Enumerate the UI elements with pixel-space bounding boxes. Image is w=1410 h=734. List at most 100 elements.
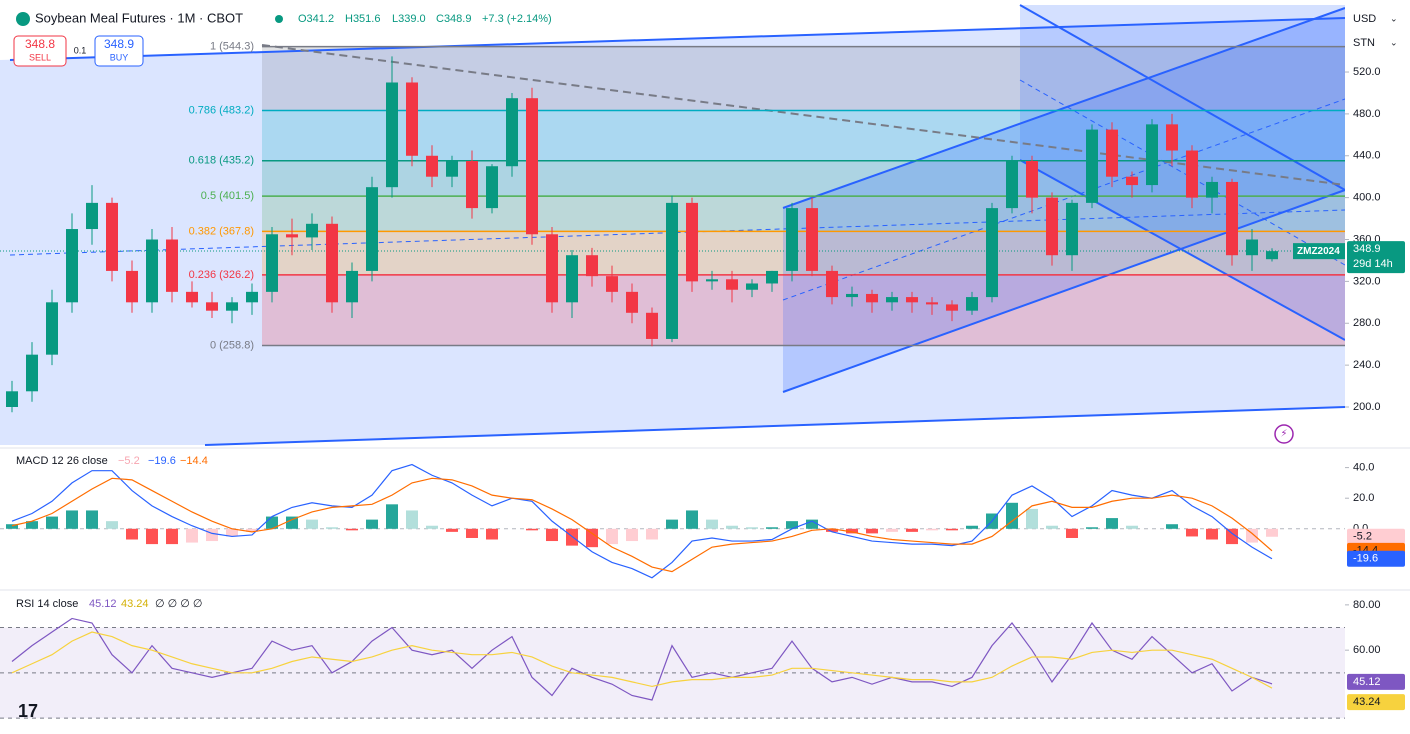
- alert-icon[interactable]: ⚡: [1280, 429, 1287, 440]
- y-tick-label: 320.0: [1353, 275, 1381, 287]
- fib-label: 0.5 (401.5): [201, 190, 254, 202]
- fib-label: 0.786 (483.2): [189, 104, 254, 116]
- buy-button[interactable]: [94, 35, 144, 67]
- candle-body: [686, 202, 698, 282]
- histogram-bar: [1266, 528, 1278, 537]
- histogram-bar: [1226, 528, 1238, 545]
- candle-body: [6, 391, 18, 408]
- histogram-bar: [586, 528, 598, 548]
- histogram-bar: [166, 528, 178, 545]
- histogram-bar: [566, 528, 578, 546]
- last-price: 348.9: [1353, 243, 1381, 255]
- fib-levels: 1 (544.3) 0.786 (483.2) 0.618 (435.2) 0.5 (…: [189, 40, 1345, 351]
- histogram-bar: [1246, 528, 1258, 543]
- candle-body: [986, 208, 998, 298]
- histogram-bar: [446, 528, 458, 532]
- drawings: [0, 4, 1346, 446]
- candle-body: [1026, 160, 1038, 198]
- histogram-bar: [626, 528, 638, 542]
- candle-body: [806, 208, 818, 271]
- sell-button[interactable]: [13, 35, 67, 67]
- histogram-bar: [726, 525, 738, 529]
- candle-body: [886, 297, 898, 303]
- candle-body: [526, 98, 538, 235]
- histogram-bar: [486, 528, 498, 540]
- legend-value: −19.6: [148, 455, 176, 467]
- histogram-bar: [406, 510, 418, 529]
- histogram-bar: [226, 528, 238, 537]
- y-tick-label: 480.0: [1353, 108, 1381, 120]
- histogram-bar: [1066, 528, 1078, 538]
- histogram-bar: [966, 525, 978, 529]
- candle-body: [546, 234, 558, 303]
- histogram-bar: [786, 521, 798, 529]
- histogram-bar: [766, 527, 778, 529]
- histogram-bar: [26, 521, 38, 529]
- symbol-title: Soybean Meal Futures · 1M · CBOT: [35, 10, 243, 25]
- fib-label: 0.382 (367.8): [189, 225, 254, 237]
- histogram-bar: [1106, 518, 1118, 529]
- dropdown[interactable]: ⌄: [1390, 37, 1398, 47]
- candle-body: [1106, 129, 1118, 177]
- histogram-bar: [1186, 528, 1198, 537]
- y-tick-label: 40.0: [1353, 462, 1374, 474]
- candle-body: [306, 223, 318, 238]
- y-tick-label: 60.00: [1353, 644, 1381, 656]
- candle-body: [966, 297, 978, 311]
- candle-body: [506, 98, 518, 167]
- rsi-tag: 45.12: [1353, 676, 1381, 688]
- histogram-bar: [666, 519, 678, 529]
- alert-icon[interactable]: [1274, 424, 1294, 444]
- candle-body: [486, 166, 498, 209]
- histogram-bar: [1126, 525, 1138, 529]
- histogram-bar: [346, 528, 358, 531]
- dropdown[interactable]: ⌄: [1390, 13, 1398, 23]
- legend-value: −14.4: [180, 455, 208, 467]
- currency[interactable]: USD: [1353, 13, 1376, 25]
- candle-body: [726, 279, 738, 290]
- line: [11, 617, 1273, 701]
- y-tick-label: 80.00: [1353, 599, 1381, 611]
- rsi-tag-bg: [1347, 673, 1405, 690]
- candle-body: [326, 223, 338, 303]
- histogram-bar: [6, 524, 18, 529]
- channel-mid: [782, 98, 1346, 301]
- y-tick-label: 440.0: [1353, 150, 1381, 162]
- histogram-bar: [946, 528, 958, 531]
- candle-body: [386, 82, 398, 188]
- histogram-bar: [646, 528, 658, 540]
- symbol-icon: [16, 12, 30, 26]
- symbol-tag: ZMZ2024: [1297, 246, 1340, 257]
- candle-body: [1006, 160, 1018, 209]
- histogram-bar: [826, 528, 838, 532]
- candle-body: [66, 229, 78, 303]
- trend-line: [1019, 159, 1346, 341]
- buy-label[interactable]: BUY: [110, 52, 129, 62]
- y-tick-label: 200.0: [1353, 401, 1381, 413]
- fib-zone: [262, 110, 1345, 161]
- histogram-bar: [366, 519, 378, 529]
- candle-body: [1166, 124, 1178, 151]
- y-tick-label: 520.0: [1353, 66, 1381, 78]
- candle-body: [206, 302, 218, 311]
- legend-extra: ∅ ∅ ∅ ∅: [155, 598, 203, 610]
- buy-price[interactable]: 348.9: [104, 37, 134, 51]
- candle-body: [626, 291, 638, 313]
- candle-body: [1146, 124, 1158, 186]
- candle-body: [466, 160, 478, 209]
- close: C348.9: [436, 13, 471, 25]
- candle-body: [786, 208, 798, 271]
- histogram-bar: [306, 519, 318, 529]
- trend-line: [1019, 4, 1346, 191]
- rsi-ma-tag: 43.24: [1353, 696, 1381, 708]
- scale-mode[interactable]: STN: [1353, 37, 1375, 49]
- sell-label[interactable]: SELL: [29, 52, 51, 62]
- sell-price[interactable]: 348.8: [25, 37, 55, 51]
- legend-value: 43.24: [121, 598, 149, 610]
- price-tag-bg: [1347, 241, 1405, 274]
- macd-tag-bg: [1347, 550, 1405, 567]
- candle-body: [1186, 150, 1198, 198]
- candle-body: [746, 283, 758, 290]
- market-status: [275, 15, 283, 23]
